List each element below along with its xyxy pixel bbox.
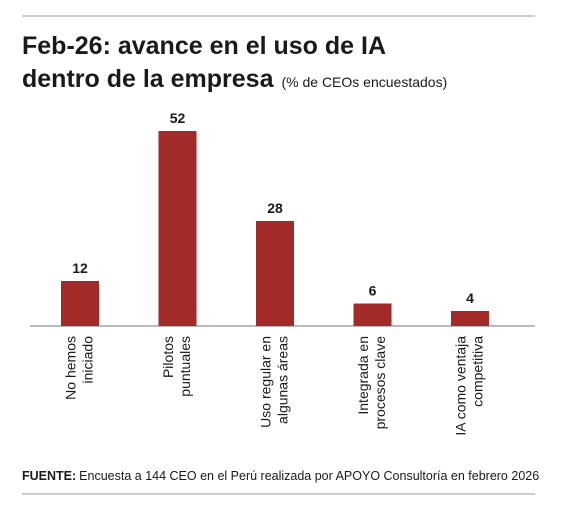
x-tick-label-line: Integrada en — [355, 336, 371, 415]
x-tick-label-line: iniciado — [79, 336, 95, 384]
value-label: 52 — [170, 110, 186, 126]
x-tick-label-line: Pilotos — [160, 336, 176, 378]
x-tick-label-line: puntuales — [177, 336, 193, 397]
x-tick-label-line: algunas áreas — [274, 336, 290, 424]
source-text: Encuesta a 144 CEO en el Perú realizada … — [79, 469, 539, 483]
x-tick-label-line: procesos clave — [372, 336, 388, 430]
bar — [256, 221, 294, 326]
value-label: 6 — [369, 283, 377, 299]
chart-title: dentro de la empresa (% de CEOs encuestad… — [22, 65, 447, 93]
bar — [451, 311, 489, 326]
source: FUENTE: Encuesta a 144 CEO en el Perú rea… — [22, 469, 539, 483]
x-tick-label-line: IA como ventaja — [452, 336, 468, 436]
chart-title: Feb-26: avance en el uso de IA — [22, 32, 386, 60]
source-label: FUENTE: — [22, 469, 76, 483]
value-label: 4 — [466, 290, 474, 306]
value-label: 28 — [267, 200, 283, 216]
x-tick-label-line: Uso regular en — [257, 336, 273, 428]
bar — [158, 131, 197, 326]
subtitle: (% de CEOs encuestados) — [281, 74, 447, 90]
x-tick-label: Integrada enprocesos clave — [355, 336, 388, 430]
bar — [353, 303, 392, 326]
chart-title: dentro de la empresa — [22, 65, 275, 93]
bar — [61, 281, 99, 326]
x-tick-label: No hemosiniciado — [62, 336, 95, 400]
x-tick-label: Uso regular enalgunas áreas — [257, 336, 290, 428]
x-tick-label: IA como ventajacompetitiva — [452, 336, 485, 436]
x-tick-label-line: No hemos — [62, 336, 78, 400]
x-tick-label-line: competitiva — [469, 336, 485, 407]
value-label: 12 — [72, 260, 88, 276]
x-tick-label: Pilotospuntuales — [160, 336, 193, 397]
